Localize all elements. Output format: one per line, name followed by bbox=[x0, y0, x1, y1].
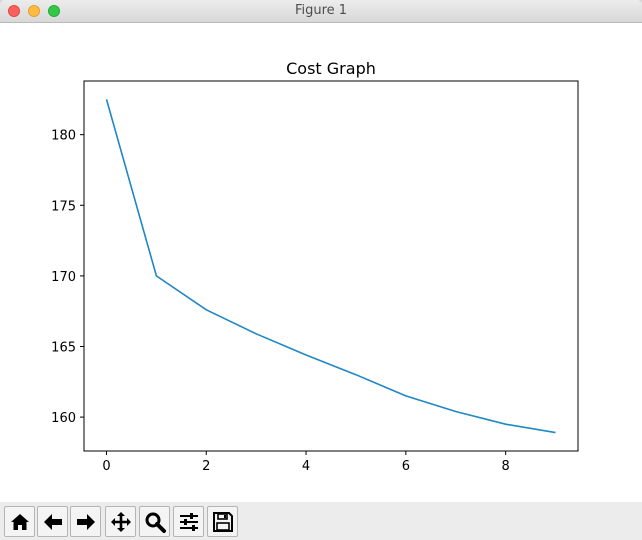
home-button[interactable] bbox=[4, 506, 35, 537]
back-button[interactable] bbox=[37, 506, 68, 537]
y-axis: 160 165 170 175 180 bbox=[51, 129, 84, 426]
y-tick-label: 165 bbox=[51, 340, 76, 355]
x-tick-label: 4 bbox=[302, 459, 310, 474]
x-tick-label: 0 bbox=[102, 459, 110, 474]
save-icon bbox=[212, 511, 233, 532]
search-icon bbox=[145, 512, 166, 533]
sliders-icon bbox=[179, 512, 198, 531]
maximize-window-button[interactable] bbox=[48, 5, 60, 17]
save-button[interactable] bbox=[207, 506, 238, 537]
x-axis: 0 2 4 6 8 bbox=[102, 451, 510, 474]
close-window-button[interactable] bbox=[8, 5, 20, 17]
plot-area[interactable] bbox=[83, 80, 579, 452]
cost-series-line bbox=[105, 99, 556, 434]
cost-graph-chart[interactable]: Cost Graph 0 2 4 6 8 160 165 170 175 180 bbox=[0, 23, 642, 502]
x-tick-label: 6 bbox=[402, 459, 410, 474]
move-icon bbox=[110, 511, 131, 532]
figure-canvas[interactable]: Cost Graph 0 2 4 6 8 160 165 170 175 180 bbox=[0, 23, 642, 502]
navigation-toolbar bbox=[0, 502, 642, 540]
arrow-right-icon bbox=[76, 513, 95, 530]
chart-title: Cost Graph bbox=[286, 59, 376, 78]
pan-button[interactable] bbox=[105, 506, 136, 537]
title-bar[interactable]: Figure 1 bbox=[0, 0, 642, 23]
x-tick-label: 8 bbox=[502, 459, 510, 474]
home-icon bbox=[10, 513, 29, 530]
y-tick-label: 160 bbox=[51, 411, 76, 426]
forward-button[interactable] bbox=[70, 506, 101, 537]
x-tick-label: 2 bbox=[202, 459, 210, 474]
window-title: Figure 1 bbox=[294, 3, 348, 18]
minimize-window-button[interactable] bbox=[28, 5, 40, 17]
series-layer bbox=[105, 99, 556, 434]
configure-subplots-button[interactable] bbox=[173, 506, 204, 537]
y-tick-label: 175 bbox=[51, 199, 76, 214]
arrow-left-icon bbox=[43, 513, 62, 530]
y-tick-label: 180 bbox=[51, 129, 76, 144]
zoom-button[interactable] bbox=[139, 506, 170, 537]
y-tick-label: 170 bbox=[51, 270, 76, 285]
